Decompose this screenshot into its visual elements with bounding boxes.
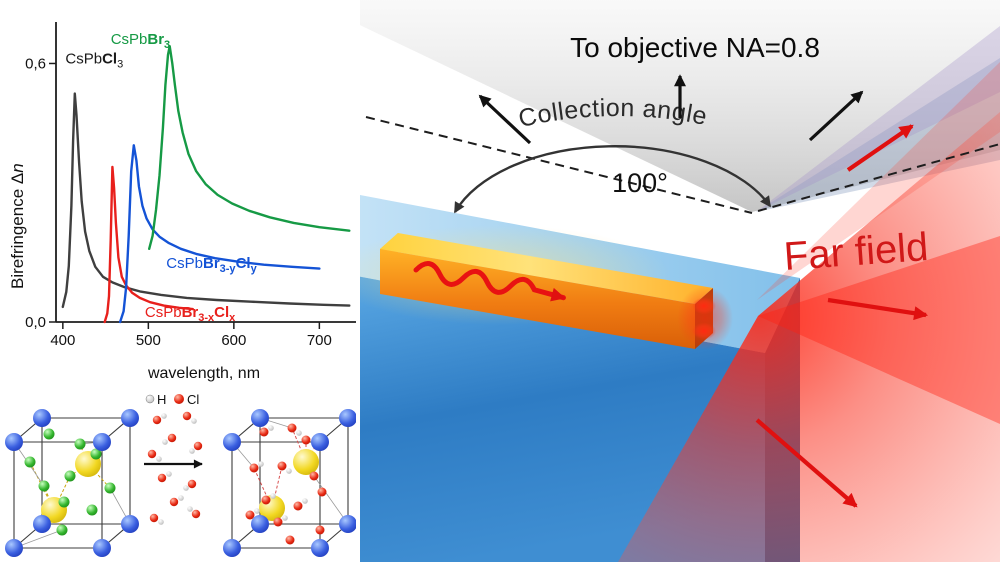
mode-lobe-bottom <box>692 322 716 340</box>
series-curve-CsPbBr3 <box>147 45 351 251</box>
cl-site-atoms <box>24 428 116 536</box>
y-tick-label: 0,0 <box>25 314 46 331</box>
wire-top-face <box>380 233 713 304</box>
cl-atom-legend-icon <box>174 394 184 404</box>
x-tick-label: 600 <box>221 332 246 349</box>
emission-arrow-up-right <box>846 124 914 172</box>
series-label-CsPbBr3-yCly: CsPbBr3-yCly <box>166 255 257 275</box>
y-tick-label: 0,6 <box>25 55 46 72</box>
series-label-CsPbCl3: CsPbCl3 <box>65 51 123 71</box>
series-curve-CsPbCl3 <box>61 92 351 309</box>
emission-arrow-down-right <box>755 418 858 508</box>
atom-legend: H Cl <box>145 392 199 407</box>
x-tick-label: 700 <box>307 332 332 349</box>
cl-legend-label: Cl <box>187 392 199 407</box>
wire-front-face <box>380 249 695 349</box>
series-curve-CsPbBr3-yCly <box>118 144 321 324</box>
objective-label: To objective NA=0.8 <box>570 32 820 63</box>
pb-corner-atoms <box>223 409 356 557</box>
birefringence-spectrum-chart: 400 500 600 700 0,0 0,6 CsPbCl3 CsPbBr3-xClx CsP… <box>8 22 356 382</box>
h-atoms <box>254 425 308 521</box>
y-axis-label: Birefringence Δn <box>8 163 27 289</box>
series-label-CsPbBr3: CsPbBr3 <box>111 31 170 51</box>
mode-lobe-top <box>692 297 716 315</box>
far-field-core-beam <box>758 236 1000 424</box>
guided-light-wavy-arrow <box>413 261 566 302</box>
series-curve-CsPbBr3-xClx <box>103 165 195 324</box>
plot-layer: 400 500 600 700 0,0 0,6 CsPbCl3 CsPbBr3-xClx CsP… <box>25 31 351 349</box>
collection-angle-arc <box>453 145 771 214</box>
x-tick-label: 400 <box>50 332 75 349</box>
far-field-upper-wedge <box>757 62 1000 300</box>
far-field-emission <box>618 62 1000 562</box>
cl-atoms <box>245 423 327 545</box>
far-field-label: Far field <box>782 225 929 279</box>
crystal-structure-after <box>223 409 356 557</box>
series-label-CsPbBr3-xClx: CsPbBr3-xClx <box>145 304 236 324</box>
emission-arrow-right <box>827 297 929 321</box>
x-tick-label: 500 <box>136 332 161 349</box>
nanowire-emission-scene: Collection angle 100° To objective NA=0.… <box>360 0 1000 562</box>
facet-halo <box>677 286 733 350</box>
h-legend-label: H <box>157 392 166 407</box>
to-objective-arrow-up-left <box>478 94 532 145</box>
far-field-fan <box>618 112 1000 562</box>
to-objective-arrow-up-right <box>808 90 864 142</box>
crystal-structure-before <box>5 409 139 557</box>
angle-value-label: 100° <box>612 168 668 198</box>
reflected-beam <box>756 58 1000 212</box>
hcl-molecules <box>144 411 203 525</box>
collection-boundary-right-dashed <box>757 143 1000 212</box>
x-axis-label: wavelength, nm <box>147 365 260 382</box>
pb-corner-atoms <box>5 409 139 557</box>
upper-beam <box>756 26 1000 212</box>
h-atom-legend-icon <box>145 394 155 404</box>
nanowire-waveguide <box>380 233 733 350</box>
crystal-structures-panel: H Cl <box>5 392 356 557</box>
cs-atoms <box>259 449 319 521</box>
molecule-pair <box>147 411 203 525</box>
